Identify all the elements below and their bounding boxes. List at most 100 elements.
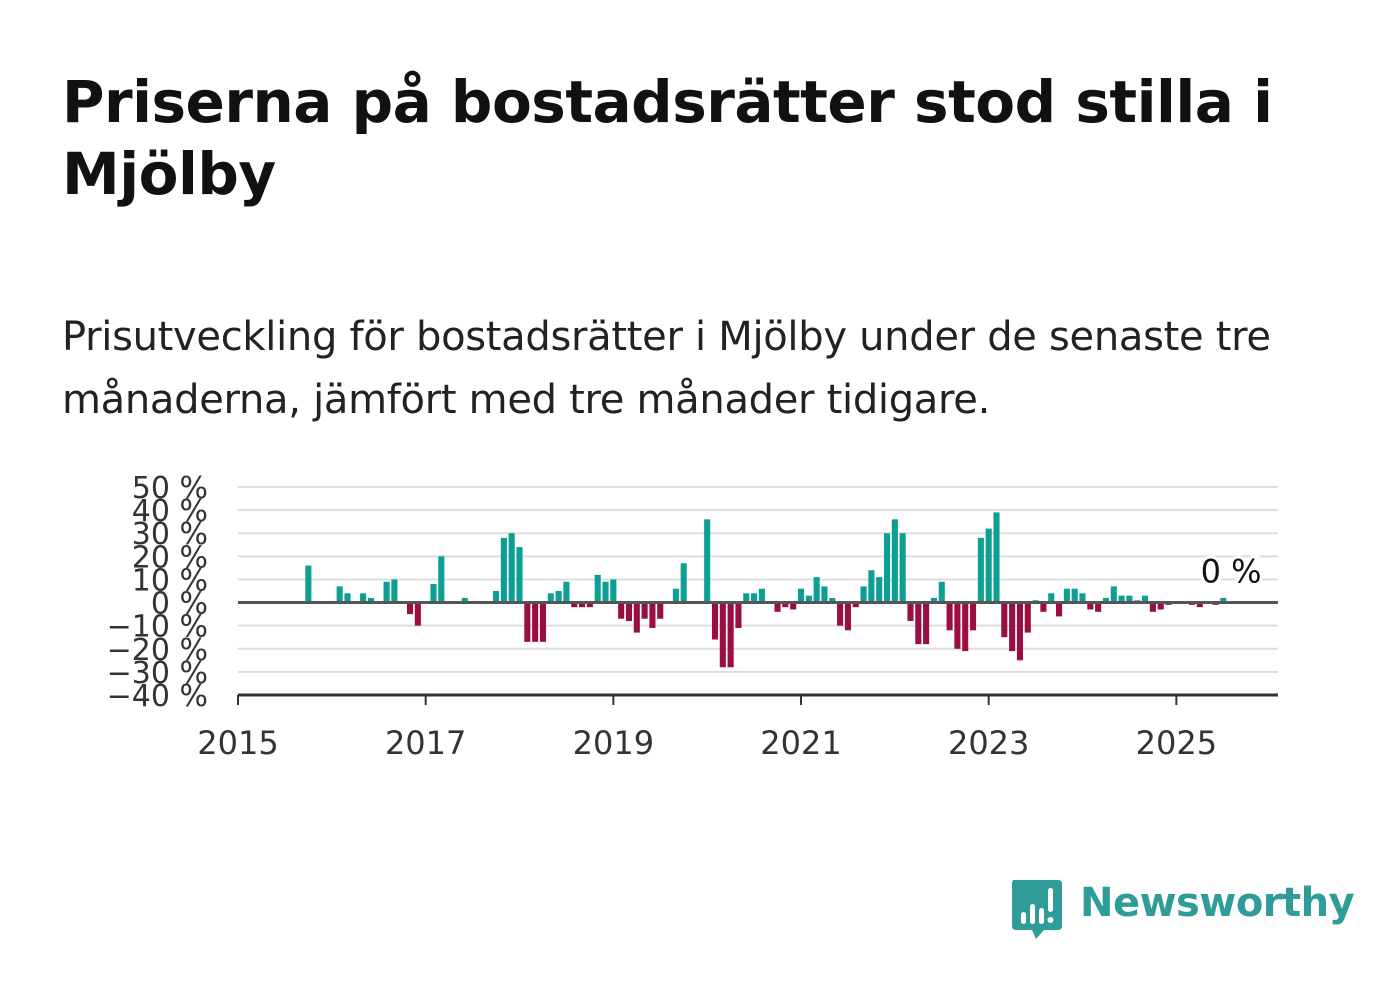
bar xyxy=(962,602,969,652)
bar xyxy=(821,586,828,603)
bar xyxy=(860,586,867,603)
bar xyxy=(977,537,984,603)
bar xyxy=(1087,602,1094,610)
price-change-bar-chart: 50 %40 %30 %20 %10 %0 %−10 %−20 %−30 %−4… xyxy=(107,471,1278,762)
bar xyxy=(1056,602,1063,617)
bar xyxy=(1009,602,1016,652)
bar xyxy=(868,570,875,603)
bar-chart-speech-bubble-icon xyxy=(1012,880,1062,939)
last-value-label: 0 % xyxy=(1201,553,1262,591)
bar xyxy=(954,602,961,649)
y-tick-label: 20 % xyxy=(132,540,208,575)
bar xyxy=(969,602,977,631)
y-tick-label: 50 % xyxy=(132,471,208,506)
y-tick-label: 30 % xyxy=(132,517,208,552)
bar xyxy=(907,602,914,622)
y-tick-label: −30 % xyxy=(107,656,208,691)
bar xyxy=(461,597,468,603)
bar xyxy=(751,593,758,603)
bar xyxy=(532,602,539,642)
bar xyxy=(899,533,906,603)
bar xyxy=(555,591,562,603)
y-tick-label: −40 % xyxy=(107,679,208,714)
bar xyxy=(1118,595,1125,603)
page-subtitle: Prisutveckling för bostadsrätter i Mjölb… xyxy=(62,314,1271,423)
axes xyxy=(237,601,1278,705)
x-tick-label: 2019 xyxy=(573,724,654,762)
bar xyxy=(727,602,734,668)
bar xyxy=(1110,586,1117,603)
bar xyxy=(805,595,812,603)
bar xyxy=(1126,595,1133,603)
bar xyxy=(735,602,742,628)
bar xyxy=(406,602,414,615)
bar xyxy=(852,602,859,608)
bar xyxy=(930,597,937,603)
x-tick-label: 2021 xyxy=(760,724,841,762)
bar xyxy=(305,565,312,603)
bar xyxy=(680,563,687,603)
bar xyxy=(711,602,719,640)
bar xyxy=(993,512,1000,603)
bar xyxy=(938,581,945,603)
bar xyxy=(946,602,953,631)
y-tick-label: 0 % xyxy=(151,587,208,622)
newsworthy-logo: Newsworthy xyxy=(1010,878,1355,942)
bar xyxy=(985,528,992,603)
page-title: Priserna på bostadsrätter stod stilla i … xyxy=(62,68,1273,208)
bar xyxy=(641,602,648,619)
bar xyxy=(547,593,554,603)
bar xyxy=(1048,593,1055,603)
bar xyxy=(633,602,640,633)
bar xyxy=(344,593,351,603)
bar xyxy=(790,602,797,610)
bar xyxy=(579,602,586,608)
bar xyxy=(743,593,750,603)
bar xyxy=(336,586,343,603)
bar xyxy=(492,591,500,603)
bar xyxy=(524,602,531,642)
bar xyxy=(876,577,883,603)
bar xyxy=(1220,597,1227,603)
x-tick-label: 2017 xyxy=(385,724,466,762)
bar xyxy=(719,602,726,668)
bar xyxy=(508,533,515,603)
bar xyxy=(782,602,789,608)
bar xyxy=(414,602,421,626)
bar xyxy=(657,602,664,619)
bar xyxy=(618,602,625,619)
bar xyxy=(774,602,781,612)
bar xyxy=(571,602,578,608)
bar xyxy=(602,581,609,603)
bar xyxy=(758,588,765,603)
y-tick-label: 40 % xyxy=(132,494,208,529)
bar xyxy=(649,602,656,628)
brand-name: Newsworthy xyxy=(1080,880,1355,926)
bar xyxy=(1016,602,1024,661)
bar xyxy=(610,579,617,603)
x-tick-label: 2023 xyxy=(948,724,1029,762)
bar xyxy=(438,556,445,603)
bar xyxy=(586,602,593,608)
bar xyxy=(516,547,523,603)
bar xyxy=(367,597,374,603)
bar xyxy=(1102,597,1110,603)
bar xyxy=(1142,595,1149,603)
bar xyxy=(844,602,851,631)
bar xyxy=(672,588,679,603)
bar xyxy=(891,519,898,603)
bar xyxy=(391,579,398,603)
bars xyxy=(305,512,1227,668)
bar xyxy=(500,537,507,603)
bar xyxy=(1079,593,1086,603)
bar xyxy=(1095,602,1102,612)
bar xyxy=(1063,588,1070,603)
x-tick-label: 2025 xyxy=(1136,724,1217,762)
bar xyxy=(837,602,844,626)
bar xyxy=(829,597,836,603)
bar xyxy=(1196,602,1203,608)
bar xyxy=(915,602,922,645)
grid-lines xyxy=(238,486,1278,673)
bar xyxy=(430,584,437,603)
bar xyxy=(563,581,570,603)
